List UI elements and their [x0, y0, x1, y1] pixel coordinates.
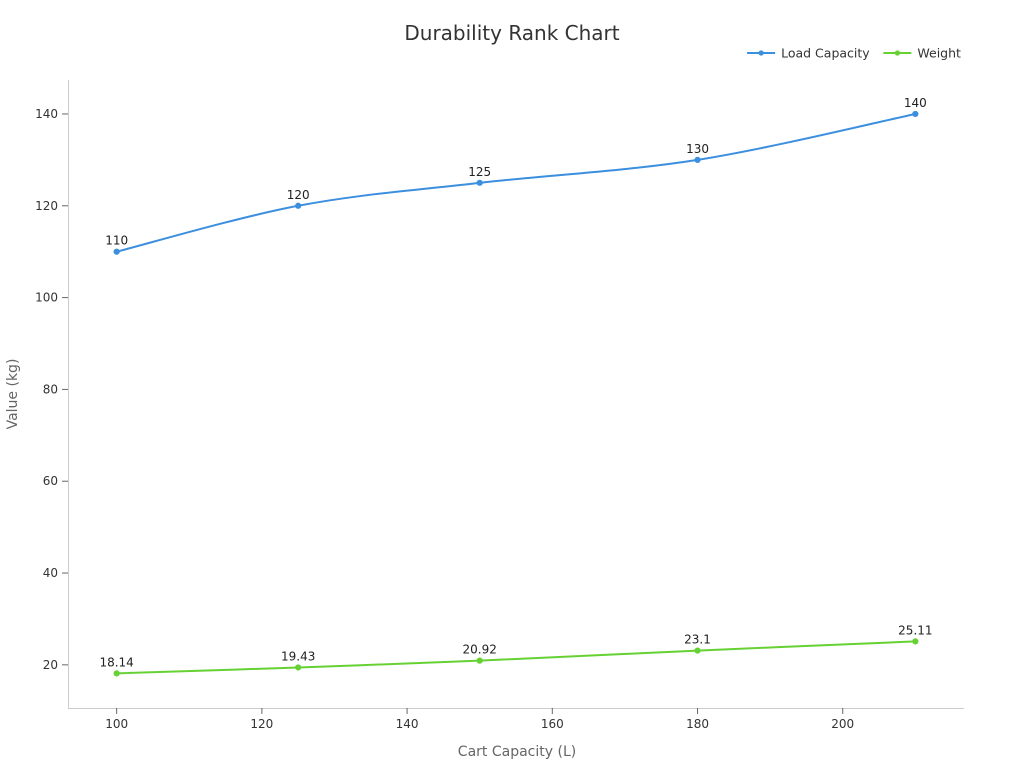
series-line — [116, 640, 916, 675]
data-label: 20.92 — [463, 643, 497, 657]
data-label: 18.14 — [99, 655, 133, 669]
chart-title: Durability Rank Chart — [404, 21, 619, 45]
data-label: 23.1 — [684, 633, 711, 647]
x-tick-label: 100 — [105, 717, 128, 731]
series-weight: 18.14 19.43 20.92 23.1 25.11 — [99, 623, 933, 677]
legend-item[interactable]: Weight — [883, 46, 961, 61]
data-point[interactable] — [912, 110, 919, 118]
data-label: 140 — [904, 96, 927, 110]
data-point[interactable] — [113, 248, 120, 255]
y-tick-label: 100 — [35, 291, 58, 305]
legend-swatch-marker — [894, 50, 901, 56]
x-tick-label: 200 — [831, 717, 854, 731]
legend-label: Load Capacity — [781, 46, 870, 61]
series-load-capacity: 110 120 125 130 140 — [105, 96, 927, 255]
data-point[interactable] — [694, 647, 701, 654]
series-layer: 110 120 125 130 140 18.14 19.43 20.92 23.1 25.11 — [99, 96, 933, 677]
data-point[interactable] — [476, 657, 483, 664]
data-point[interactable] — [295, 202, 302, 209]
series-line — [116, 112, 916, 253]
legend-label: Weight — [917, 46, 961, 61]
y-axis-ticks: 20 40 60 80 100 120 140 — [35, 107, 68, 672]
data-label: 25.11 — [898, 623, 932, 637]
legend-swatch-marker — [758, 50, 764, 56]
x-tick-label: 180 — [686, 717, 709, 731]
data-point[interactable] — [694, 156, 701, 163]
y-tick-label: 80 — [43, 382, 58, 396]
data-label: 125 — [468, 165, 491, 179]
x-tick-label: 120 — [250, 717, 273, 731]
y-tick-label: 140 — [35, 107, 58, 121]
data-label: 120 — [287, 188, 310, 202]
x-tick-label: 140 — [396, 717, 419, 731]
legend: Load Capacity Weight — [747, 46, 961, 61]
data-point[interactable] — [295, 664, 302, 671]
y-tick-label: 20 — [43, 658, 58, 672]
data-label: 110 — [105, 234, 128, 248]
data-label: 19.43 — [281, 649, 315, 663]
data-point[interactable] — [113, 670, 120, 677]
x-tick-label: 160 — [541, 717, 564, 731]
x-axis-ticks: 100 120 140 160 180 200 — [105, 708, 854, 731]
y-tick-label: 40 — [43, 566, 58, 580]
data-point[interactable] — [476, 179, 483, 186]
y-tick-label: 60 — [43, 474, 58, 488]
data-point[interactable] — [912, 638, 919, 645]
x-axis-label: Cart Capacity (L) — [458, 744, 576, 760]
data-label: 130 — [686, 142, 709, 156]
y-tick-label: 120 — [35, 199, 58, 213]
legend-item[interactable]: Load Capacity — [747, 46, 870, 61]
y-axis-label: Value (kg) — [5, 359, 21, 430]
